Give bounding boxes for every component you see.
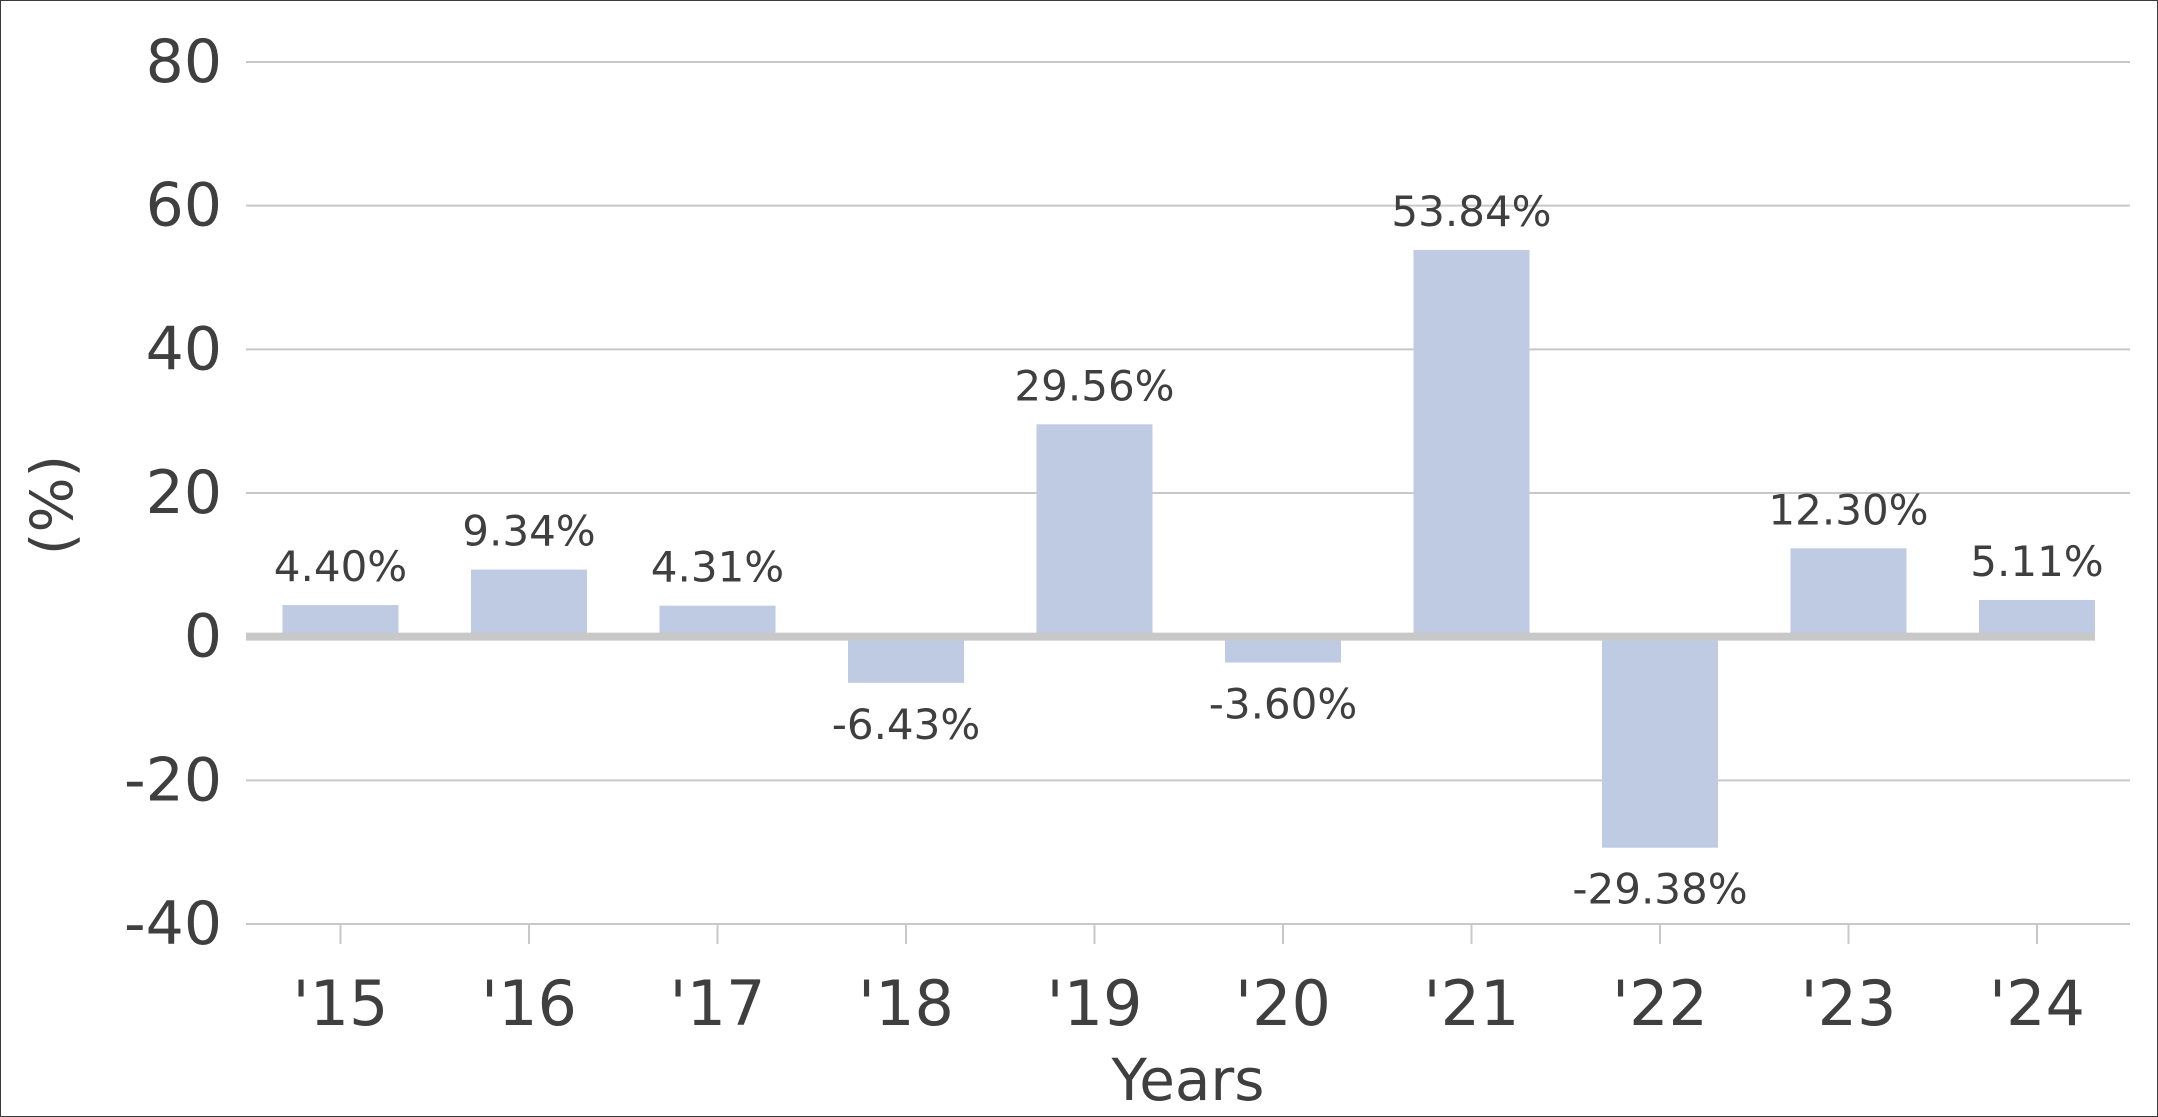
y-tick-label: 40: [146, 314, 222, 384]
x-tick-label: '17: [670, 967, 766, 1040]
y-tick-label: -20: [124, 745, 222, 815]
data-label: 4.31%: [651, 543, 784, 592]
data-label: 53.84%: [1391, 187, 1551, 236]
bar: [1413, 249, 1530, 637]
bar: [1036, 424, 1153, 637]
data-label: 9.34%: [462, 507, 595, 556]
data-label: 12.30%: [1768, 485, 1928, 534]
data-label: -29.38%: [1572, 865, 1747, 914]
bar: [282, 605, 399, 637]
x-tick-label: '24: [1989, 967, 2085, 1040]
x-tick-label: '18: [858, 967, 954, 1040]
y-tick-label: -40: [124, 889, 222, 959]
bar: [848, 636, 964, 683]
x-tick-label: '23: [1801, 967, 1897, 1040]
data-label: 5.11%: [1970, 537, 2103, 586]
y-axis-ticks: 80 60 40 20 0 -20 -40: [124, 27, 222, 959]
data-label: -6.43%: [832, 700, 981, 749]
data-label: 29.56%: [1014, 361, 1174, 410]
x-tick-label: '16: [481, 967, 577, 1040]
x-tick-label: '15: [293, 967, 389, 1040]
y-tick-label: 20: [146, 458, 222, 528]
y-tick-label: 80: [146, 27, 222, 97]
x-tick-label: '21: [1424, 967, 1520, 1040]
y-tick-label: 60: [146, 171, 222, 241]
data-label: -3.60%: [1209, 680, 1358, 729]
gridlines: [246, 61, 2130, 925]
bars: [282, 249, 2095, 848]
x-axis-ticks: '15 '16 '17 '18 '19 '20 '21 '22 '23 '24: [293, 924, 2085, 1040]
x-tick-label: '22: [1612, 967, 1708, 1040]
bar: [1602, 636, 1718, 848]
bar: [1979, 599, 2095, 637]
data-label: 4.40%: [274, 542, 407, 591]
bar: [659, 605, 776, 637]
y-axis-label: (%): [18, 455, 86, 555]
data-labels: 4.40% 9.34% 4.31% -6.43% 29.56% -3.60% 53.84% -…: [274, 187, 2104, 914]
bar: [1790, 548, 1907, 637]
bar: [471, 569, 587, 637]
x-tick-label: '20: [1235, 967, 1331, 1040]
y-tick-label: 0: [184, 602, 222, 672]
x-tick-label: '19: [1047, 967, 1143, 1040]
bar: [1225, 636, 1341, 663]
x-axis-label: Years: [1110, 1046, 1264, 1114]
